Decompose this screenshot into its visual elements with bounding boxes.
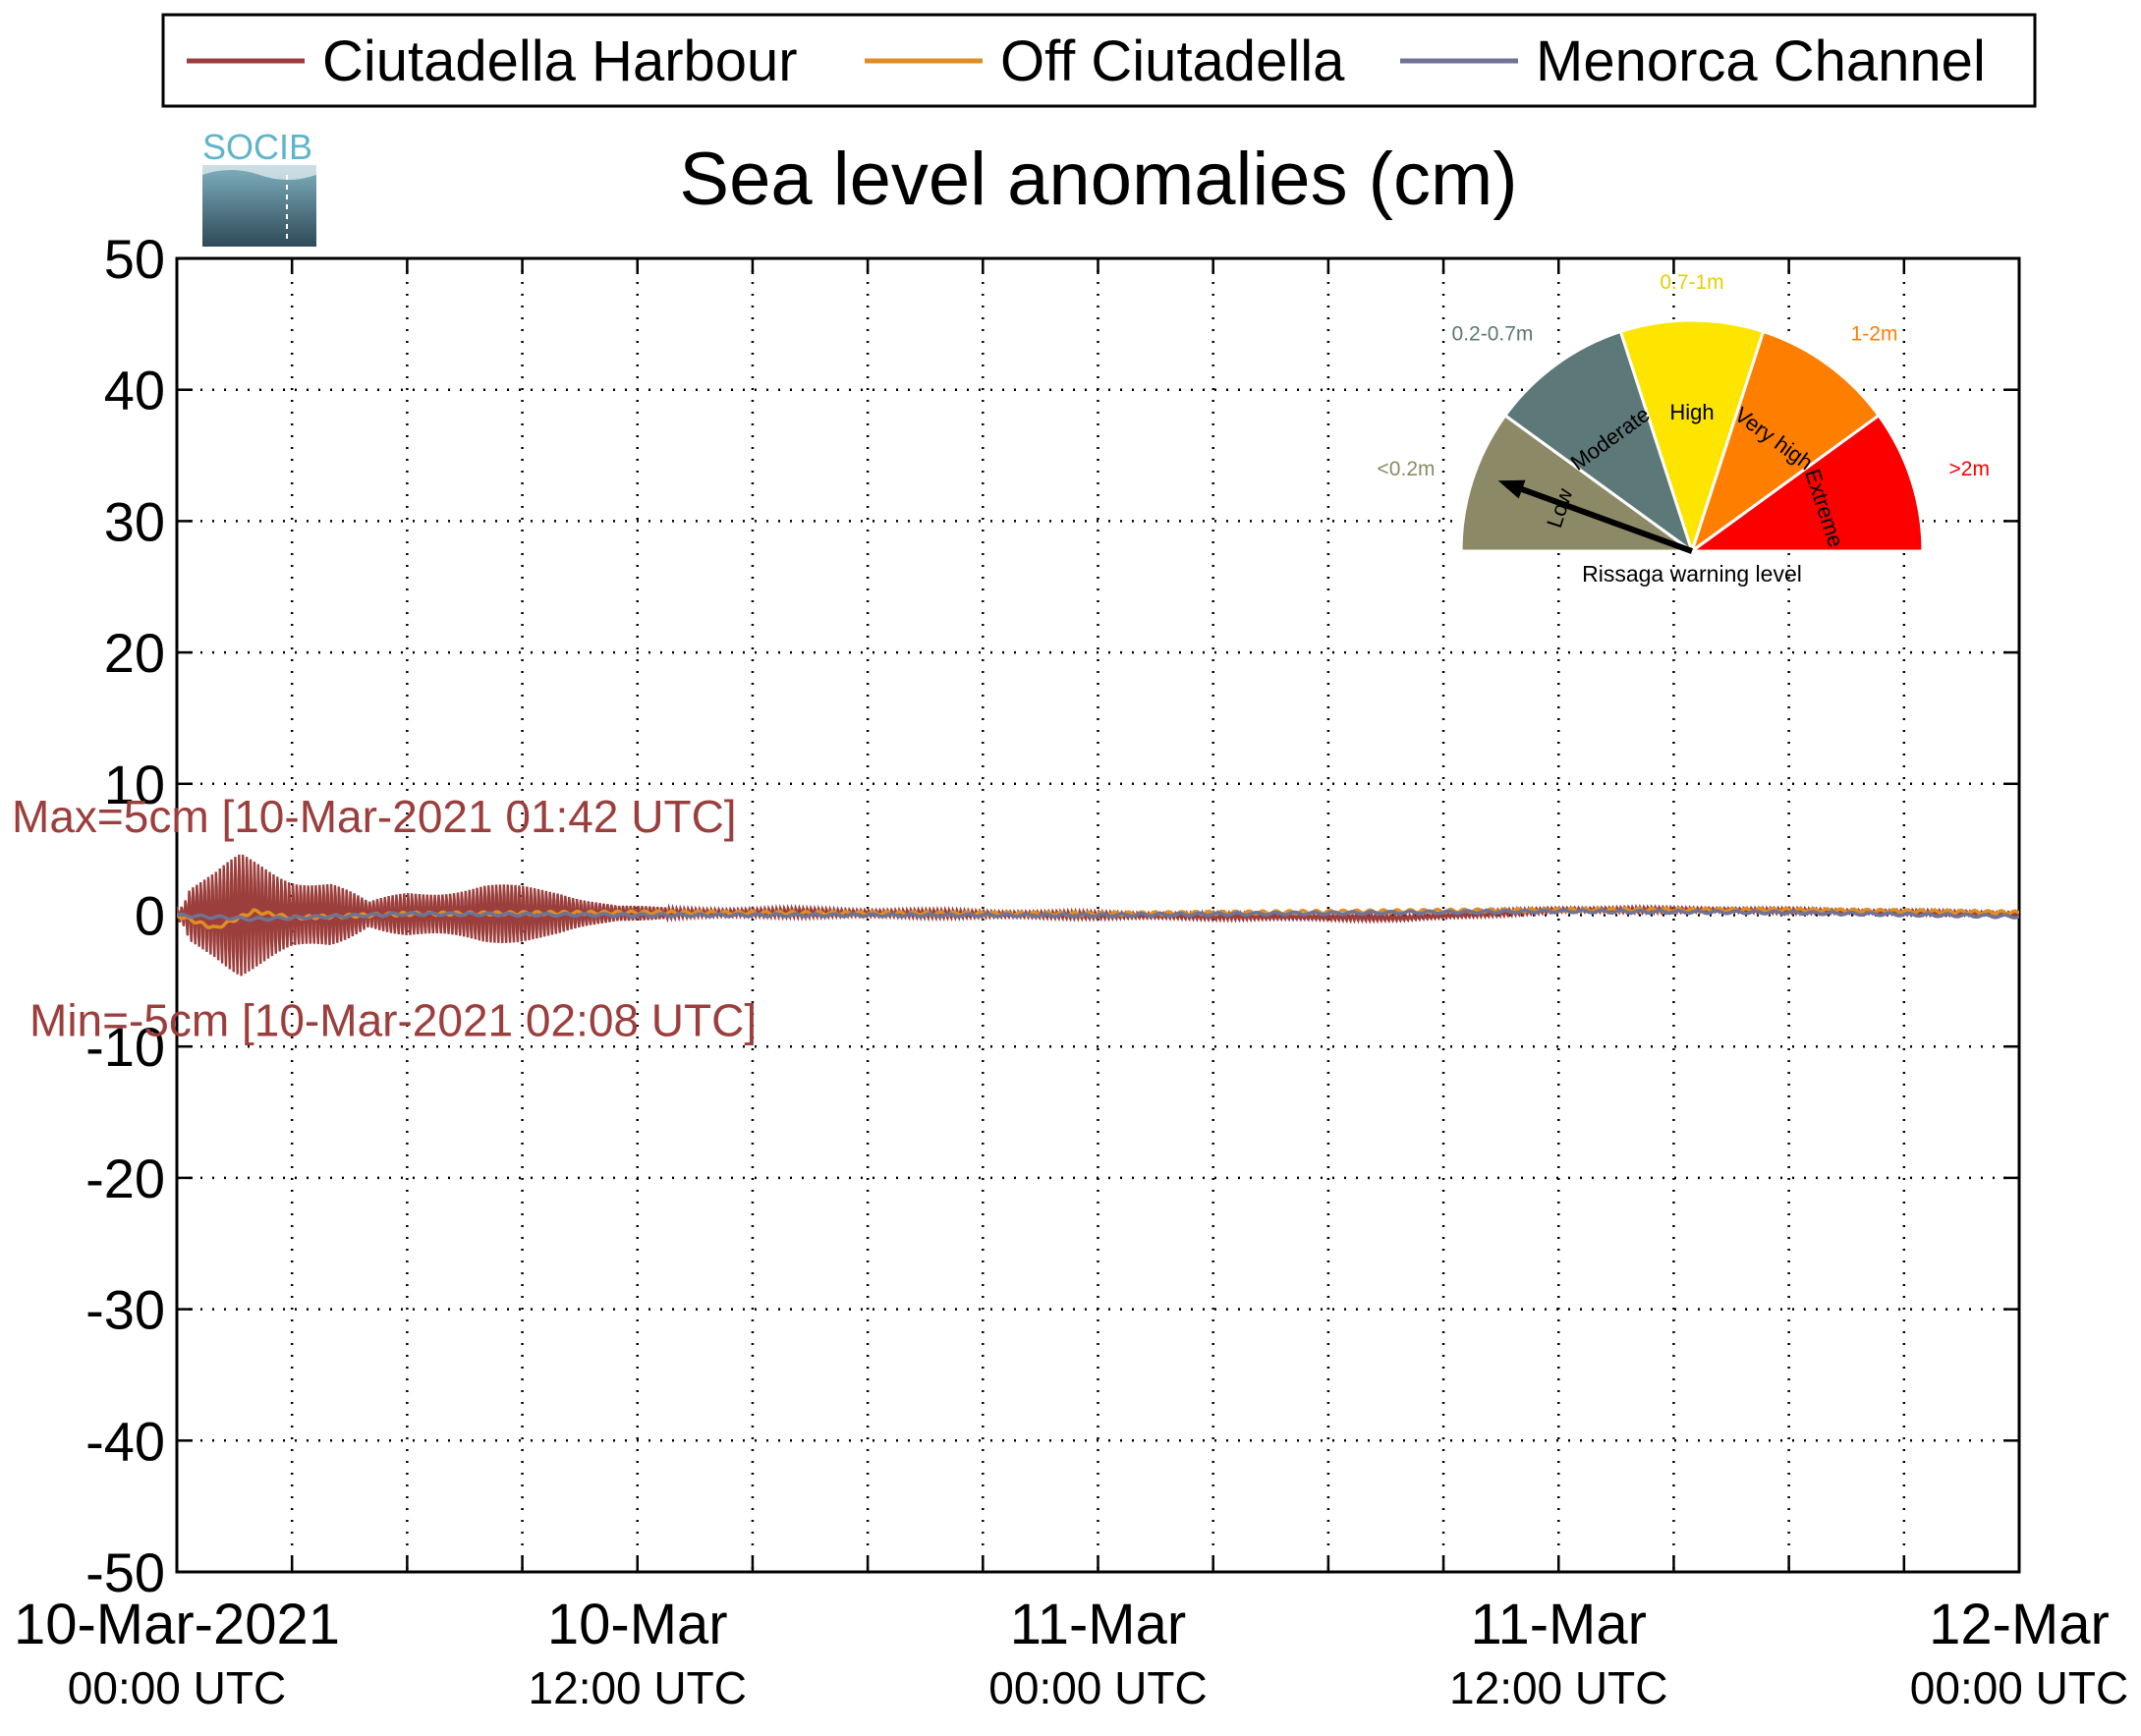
legend: Ciutadella Harbour Off Ciutadella Menorc… (161, 13, 2037, 108)
y-tick-label: 50 (104, 228, 165, 290)
series-menorca-channel (177, 908, 2019, 923)
y-tick-label: 0 (135, 885, 165, 947)
x-tick-label: 10-Mar (547, 1593, 728, 1656)
socib-logo: SOCIB (202, 127, 316, 247)
legend-entry-off-ciutadella: Off Ciutadella (1000, 29, 1345, 93)
gauge-caption: Rissaga warning level (1582, 561, 1802, 587)
x-tick-sublabel: 12:00 UTC (1449, 1662, 1667, 1713)
gauge-segment-low (1459, 413, 1697, 553)
x-axis: 10-Mar-2021 00:00 UTC 10-Mar 12:00 UTC 11-Ma… (14, 258, 2128, 1713)
gauge-range-label: 0.2-0.7m (1452, 323, 1534, 346)
gauge-range-label: >2m (1949, 458, 1990, 480)
y-tick-label: -30 (85, 1279, 165, 1341)
series-group (177, 854, 2019, 977)
gauge-segment-moderate (1502, 329, 1695, 555)
gauge-segment-high (1618, 318, 1766, 556)
gauge-segment-very-high (1689, 329, 1882, 555)
x-tick-sublabel: 12:00 UTC (529, 1662, 747, 1713)
gauge-range-label: <0.2m (1378, 458, 1436, 480)
x-tick-sublabel: 00:00 UTC (1910, 1662, 2128, 1713)
gauge-range-label: 0.7-1m (1660, 271, 1723, 294)
legend-entry-menorca-channel: Menorca Channel (1536, 29, 1986, 93)
annotation-max: Max=5cm [10-Mar-2021 01:42 UTC] (12, 791, 737, 842)
x-tick-sublabel: 00:00 UTC (68, 1662, 286, 1713)
socib-logo-text: SOCIB (202, 127, 312, 167)
annotation-min: Min=-5cm [10-Mar-2021 02:08 UTC] (29, 994, 757, 1045)
y-tick-label: 20 (104, 622, 165, 684)
gauge-range-label: 1-2m (1851, 323, 1898, 346)
gauge-needle (1513, 483, 1694, 554)
x-tick-label: 11-Mar (1010, 1593, 1186, 1656)
y-tick-label: -20 (85, 1148, 165, 1209)
y-tick-label: 10 (104, 754, 165, 815)
chart-title: Sea level anomalies (cm) (679, 138, 1517, 221)
gauge-segment-label: High (1669, 400, 1714, 424)
x-tick-label: 11-Mar (1471, 1593, 1647, 1656)
y-tick-label: 40 (104, 360, 165, 421)
x-tick-label: 12-Mar (1929, 1593, 2110, 1656)
y-tick-label: 30 (104, 490, 165, 552)
y-tick-label: -10 (85, 1016, 165, 1078)
gauge-needle-arrowhead (1497, 479, 1526, 499)
legend-entry-ciutadella-harbour: Ciutadella Harbour (322, 29, 798, 93)
x-tick-sublabel: 00:00 UTC (988, 1662, 1207, 1713)
y-tick-label: -50 (85, 1541, 165, 1603)
y-tick-label: -40 (85, 1410, 165, 1472)
gauge-segment-extreme (1687, 413, 1925, 553)
x-tick-label: 10-Mar-2021 (14, 1593, 340, 1656)
y-axis: -50 -40 -30 -20 -10 0 10 20 30 40 50 (85, 228, 2019, 1603)
